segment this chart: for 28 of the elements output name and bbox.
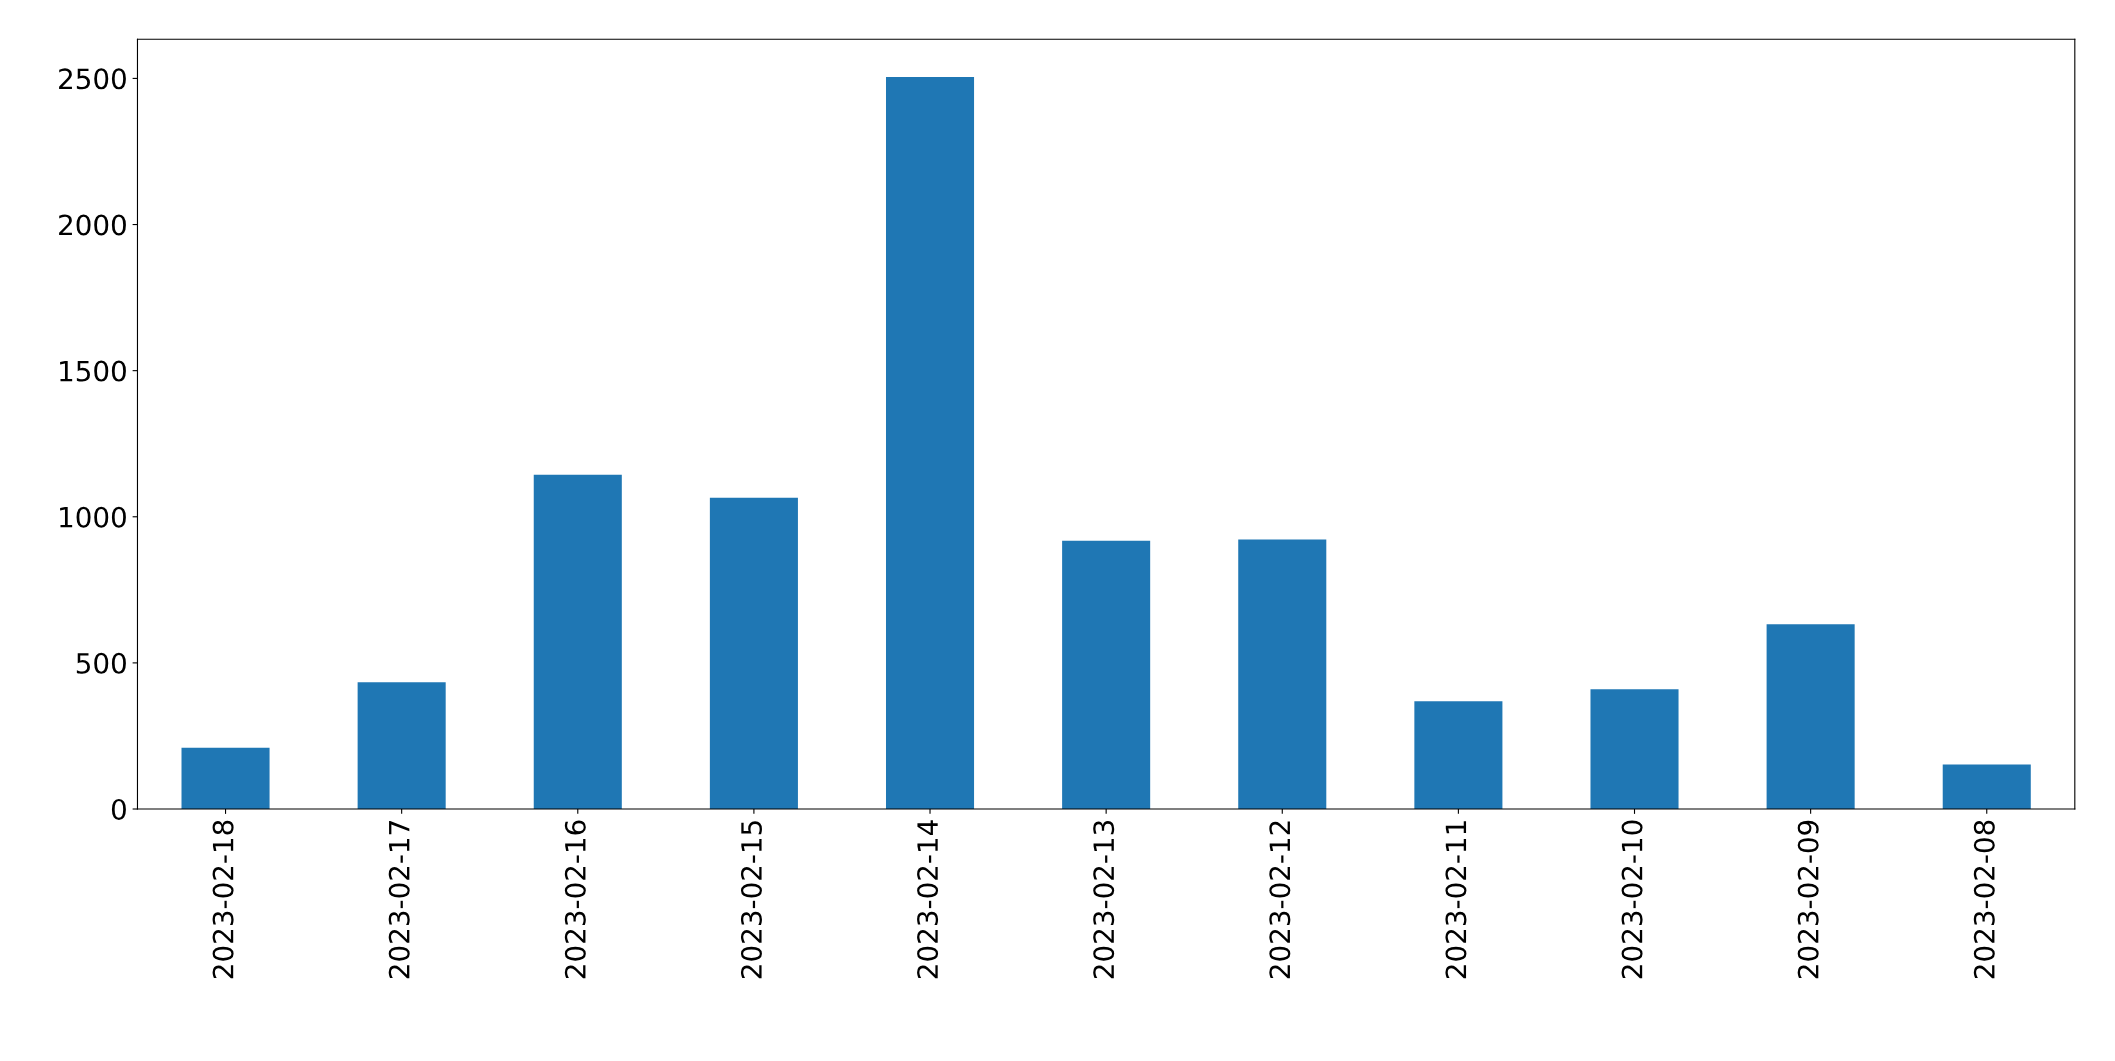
- x-tick-label: 2023-02-16: [564, 820, 586, 979]
- y-tick-label: 500: [76, 652, 126, 674]
- y-tick-label: 0: [111, 798, 126, 820]
- y-tick-label: 2000: [59, 214, 126, 236]
- bar: [1590, 689, 1679, 810]
- x-tick-label: 2023-02-13: [1093, 820, 1115, 979]
- bar: [1238, 539, 1327, 810]
- bar: [1414, 701, 1503, 810]
- y-tick-label: 1500: [60, 360, 126, 382]
- bar: [1942, 764, 2031, 810]
- y-tick-label: 1000: [60, 506, 126, 528]
- bar: [885, 76, 975, 810]
- bar: [357, 682, 446, 810]
- bar: [1062, 540, 1151, 810]
- x-tick-label: 2023-02-08: [1973, 820, 1995, 979]
- x-tick-label: 2023-02-09: [1797, 820, 1819, 979]
- x-tick-label: 2023-02-12: [1269, 821, 1291, 979]
- bar: [533, 474, 622, 810]
- x-tick-label: 2023-02-14: [917, 820, 939, 979]
- x-tick-label: 2023-02-10: [1621, 820, 1643, 979]
- y-tick-label: 2500: [59, 68, 126, 90]
- bar: [181, 747, 270, 810]
- bar: [1766, 624, 1855, 810]
- x-tick-label: 2023-02-18: [212, 820, 234, 979]
- bar: [709, 497, 798, 810]
- x-tick-label: 2023-02-17: [388, 821, 410, 979]
- x-tick-label: 2023-02-11: [1445, 821, 1467, 979]
- x-tick-label: 2023-02-15: [740, 821, 762, 979]
